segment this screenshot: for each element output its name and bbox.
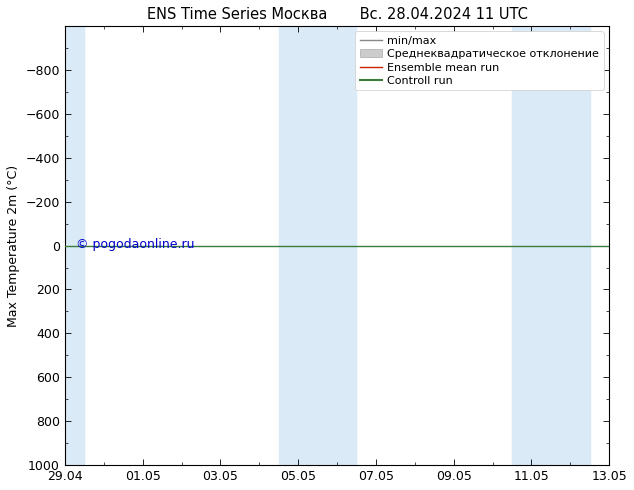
Bar	[65, 26, 84, 465]
Text: © pogodaonline.ru: © pogodaonline.ru	[75, 238, 194, 251]
Y-axis label: Max Temperature 2m (°C): Max Temperature 2m (°C)	[7, 165, 20, 327]
Bar	[512, 26, 551, 465]
Bar	[279, 26, 318, 465]
Title: ENS Time Series Москва       Вс. 28.04.2024 11 UTC: ENS Time Series Москва Вс. 28.04.2024 11…	[146, 7, 527, 22]
Bar	[551, 26, 590, 465]
Bar	[318, 26, 356, 465]
Legend: min/max, Среднеквадратическое отклонение, Ensemble mean run, Controll run: min/max, Среднеквадратическое отклонение…	[355, 31, 604, 90]
